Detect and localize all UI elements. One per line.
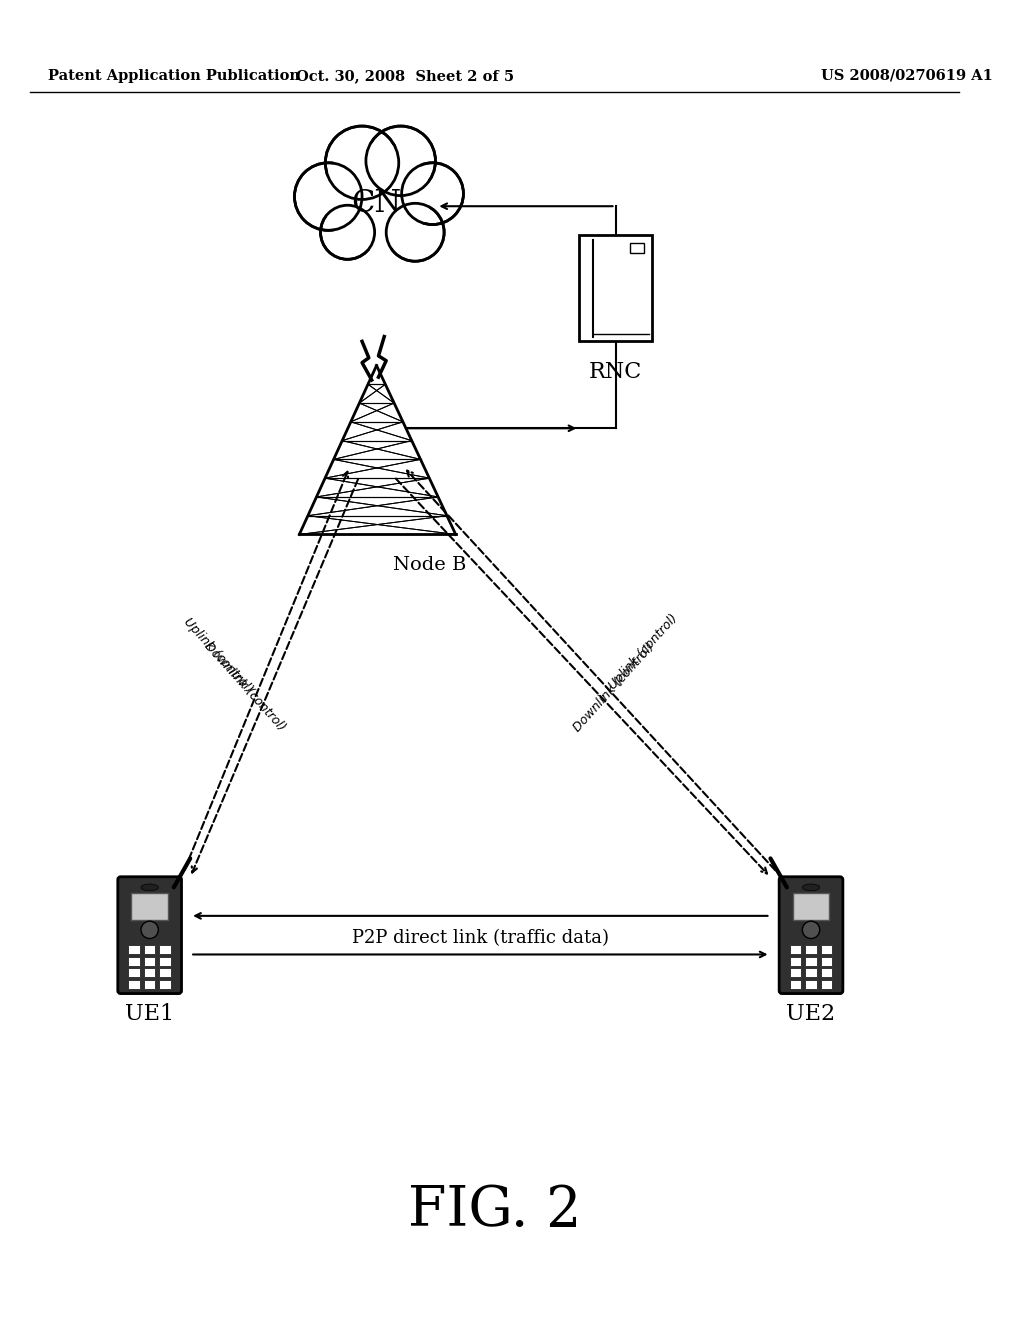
Text: FIG. 2: FIG. 2 (408, 1183, 581, 1238)
Bar (160, 969, 171, 977)
Bar (790, 945, 802, 954)
Text: Uplink (control): Uplink (control) (606, 612, 681, 693)
Circle shape (321, 205, 375, 259)
Bar (580, 235, 651, 342)
Bar (128, 969, 140, 977)
Text: Uplink (control): Uplink (control) (181, 615, 255, 696)
Bar (143, 945, 156, 954)
Text: Patent Application Publication: Patent Application Publication (48, 69, 300, 83)
Text: Downlink (control): Downlink (control) (571, 640, 657, 734)
Circle shape (141, 921, 159, 939)
FancyBboxPatch shape (118, 876, 181, 994)
Text: UE2: UE2 (786, 1003, 836, 1024)
Bar (143, 957, 156, 965)
Bar (790, 969, 802, 977)
Circle shape (366, 127, 435, 195)
Bar (160, 957, 171, 965)
Bar (131, 894, 168, 920)
Circle shape (803, 921, 819, 939)
Ellipse shape (803, 884, 819, 891)
Text: RNC: RNC (589, 360, 642, 383)
Bar (805, 957, 817, 965)
Bar (805, 945, 817, 954)
Bar (160, 945, 171, 954)
Polygon shape (299, 366, 456, 535)
Bar (128, 945, 140, 954)
Bar (805, 979, 817, 989)
Polygon shape (299, 144, 464, 259)
Text: Node B: Node B (393, 556, 466, 574)
Bar (790, 979, 802, 989)
Bar (143, 979, 156, 989)
Bar (160, 979, 171, 989)
Circle shape (326, 127, 398, 199)
Circle shape (401, 162, 464, 224)
Text: P2P direct link (traffic data): P2P direct link (traffic data) (352, 929, 609, 946)
Ellipse shape (141, 884, 159, 891)
Text: CN: CN (351, 187, 401, 219)
Circle shape (295, 162, 362, 231)
Circle shape (386, 203, 444, 261)
Bar (820, 979, 833, 989)
Bar (790, 957, 802, 965)
Bar (631, 243, 644, 252)
Bar (820, 969, 833, 977)
Bar (128, 979, 140, 989)
Bar (143, 969, 156, 977)
Text: Oct. 30, 2008  Sheet 2 of 5: Oct. 30, 2008 Sheet 2 of 5 (296, 69, 515, 83)
Bar (820, 945, 833, 954)
Bar (128, 957, 140, 965)
Bar (793, 894, 829, 920)
Bar (805, 969, 817, 977)
Text: US 2008/0270619 A1: US 2008/0270619 A1 (820, 69, 992, 83)
Circle shape (324, 144, 430, 249)
FancyBboxPatch shape (779, 876, 843, 994)
Bar (820, 957, 833, 965)
Text: Downlink (control): Downlink (control) (202, 640, 289, 734)
Text: UE1: UE1 (125, 1003, 174, 1024)
